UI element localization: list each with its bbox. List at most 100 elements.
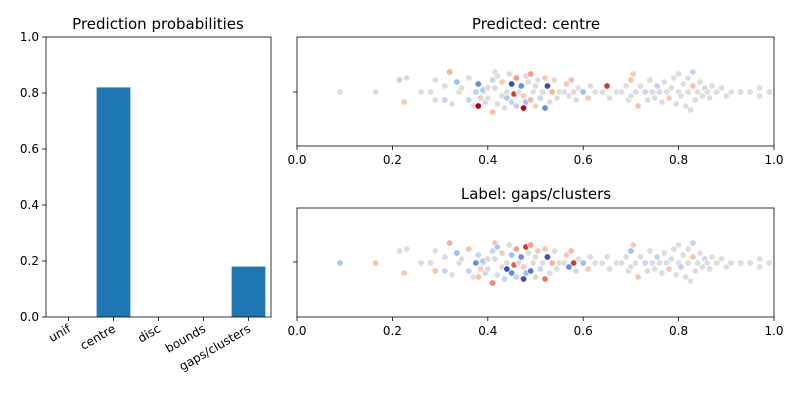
swarm-point [737,88,745,96]
swarm-point [677,263,685,271]
swarm-point [458,255,466,263]
swarm-x-tick-label: 0.2 [383,324,402,338]
swarm-point [679,251,687,259]
swarm-point [520,263,528,271]
swarm-point [474,102,482,110]
swarm-point [484,94,492,102]
swarm-point [403,245,411,253]
swarm-x-tick-label: 0.8 [669,153,688,167]
swarm-point [648,88,656,96]
swarm-point [431,267,439,275]
swarm-point [644,267,652,275]
swarm-point [520,275,528,283]
swarm-point [427,259,435,267]
swarm-point [512,273,520,281]
swarm-point [586,253,594,261]
swarm-point [629,241,637,249]
swarm-point [448,100,456,108]
swarm-point [658,98,666,106]
swarm-point [524,249,532,257]
swarm-x-tick-label: 0.6 [574,153,593,167]
swarm-point [679,80,687,88]
bar-chart-title: Prediction probabilities [72,15,244,33]
swarm-point [765,259,773,267]
swarm-point [336,88,344,96]
swarm-point [517,253,525,261]
swarm-point [648,259,656,267]
swarm-point [524,78,532,86]
swarm-point [503,265,511,273]
swarm-point [484,255,492,263]
swarm-x-tick-label: 1.0 [764,324,783,338]
swarm-point [512,245,520,253]
swarm-point [746,88,754,96]
swarm-point [574,84,582,92]
bar-y-tick-label: 0.0 [20,310,39,324]
swarm-point [627,92,635,100]
swarm-point [446,239,454,247]
swarm-point [441,253,449,261]
swarm-point [484,265,492,273]
swarm-point [336,259,344,267]
swarm-point [527,241,535,249]
swarm-point [682,102,690,110]
swarm-point [622,253,630,261]
swarm-point [708,82,716,90]
swarm-point [684,88,692,96]
swarm-point [570,88,578,96]
swarm-point [536,94,544,102]
swarm-point [520,92,528,100]
swarm-point [667,255,675,263]
bar-centre [96,87,131,318]
swarm-point [477,94,485,102]
predicted-swarm-title: Predicted: centre [472,15,600,33]
swarm-x-tick-label: 0.8 [669,324,688,338]
swarm-point [684,74,692,82]
swarm-point [529,88,537,96]
swarm-point [441,267,449,275]
bar-gaps-clusters [231,266,266,317]
swarm-point [746,259,754,267]
predicted-swarm-frame [296,36,775,147]
swarm-point [670,245,678,253]
swarm-point [660,249,668,257]
swarm-point [472,259,480,267]
swarm-point [441,96,449,104]
swarm-point [756,92,764,100]
swarm-point [694,259,702,267]
swarm-point [541,104,549,112]
predicted-swarm-x-axis: 0.0 0.2 0.4 0.6 0.8 1.0 [287,146,784,167]
swarm-point [441,82,449,90]
swarm-point [708,253,716,261]
swarm-point [586,82,594,90]
swarm-point [694,88,702,96]
swarm-point [500,104,508,112]
swarm-point [675,70,683,78]
swarm-point [684,245,692,253]
swarm-point [727,259,735,267]
swarm-point [660,78,668,86]
swarm-point [527,96,535,104]
swarm-point [491,255,499,263]
swarm-point [505,70,513,78]
swarm-point [572,267,580,275]
swarm-point [574,255,582,263]
swarm-point [543,82,551,90]
swarm-point [372,259,380,267]
swarm-point [512,102,520,110]
swarm-point [634,273,642,281]
swarm-point [627,263,635,271]
swarm-point [493,100,501,108]
swarm-point [641,88,649,96]
swarm-point [646,76,654,84]
swarm-point [722,92,730,100]
bar-y-tick-label: 0.2 [20,254,39,268]
swarm-point [634,102,642,110]
bar-chart-y-axis: 0.0 0.2 0.4 0.6 0.8 1.0 [20,30,46,324]
swarm-point [756,255,764,263]
swarm-point [706,94,714,102]
swarm-point [663,88,671,96]
swarm-point [541,275,549,283]
swarm-point [718,84,726,92]
swarm-point [489,279,497,287]
